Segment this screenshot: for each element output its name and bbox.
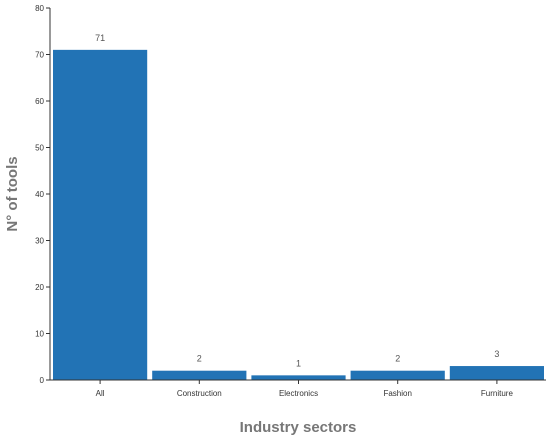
data-label: 71 <box>95 33 105 43</box>
data-label: 2 <box>197 354 202 364</box>
y-tick-label: 40 <box>35 190 44 199</box>
y-tick-label: 0 <box>40 376 45 385</box>
bar-all <box>53 49 148 380</box>
y-tick-label: 30 <box>35 237 44 246</box>
bar-furniture <box>449 366 544 380</box>
data-label: 1 <box>296 358 301 368</box>
x-axis-ticks: All Construction Electronics Fashion Furnitu… <box>96 380 514 398</box>
y-tick-label: 60 <box>35 97 44 106</box>
y-axis-title: N° of tools <box>4 156 21 231</box>
y-tick-label: 80 <box>35 4 44 13</box>
data-label: 3 <box>494 349 499 359</box>
x-tick-label: Electronics <box>279 389 318 398</box>
y-tick-label: 70 <box>35 51 44 60</box>
x-axis-title: Industry sectors <box>240 419 357 436</box>
bar-construction <box>152 370 247 380</box>
y-tick-label: 10 <box>35 330 44 339</box>
x-tick-label: Fashion <box>383 389 411 398</box>
bars: 71 2 1 2 3 <box>53 33 544 380</box>
x-tick-label: All <box>96 389 105 398</box>
x-tick-label: Furniture <box>481 389 514 398</box>
y-axis-ticks: 0 10 20 30 40 50 60 70 80 <box>35 4 50 385</box>
x-tick-label: Construction <box>177 389 222 398</box>
data-label: 2 <box>395 354 400 364</box>
y-tick-label: 50 <box>35 144 44 153</box>
bar-electronics <box>251 375 346 380</box>
bar-fashion <box>350 370 445 380</box>
y-tick-label: 20 <box>35 283 44 292</box>
